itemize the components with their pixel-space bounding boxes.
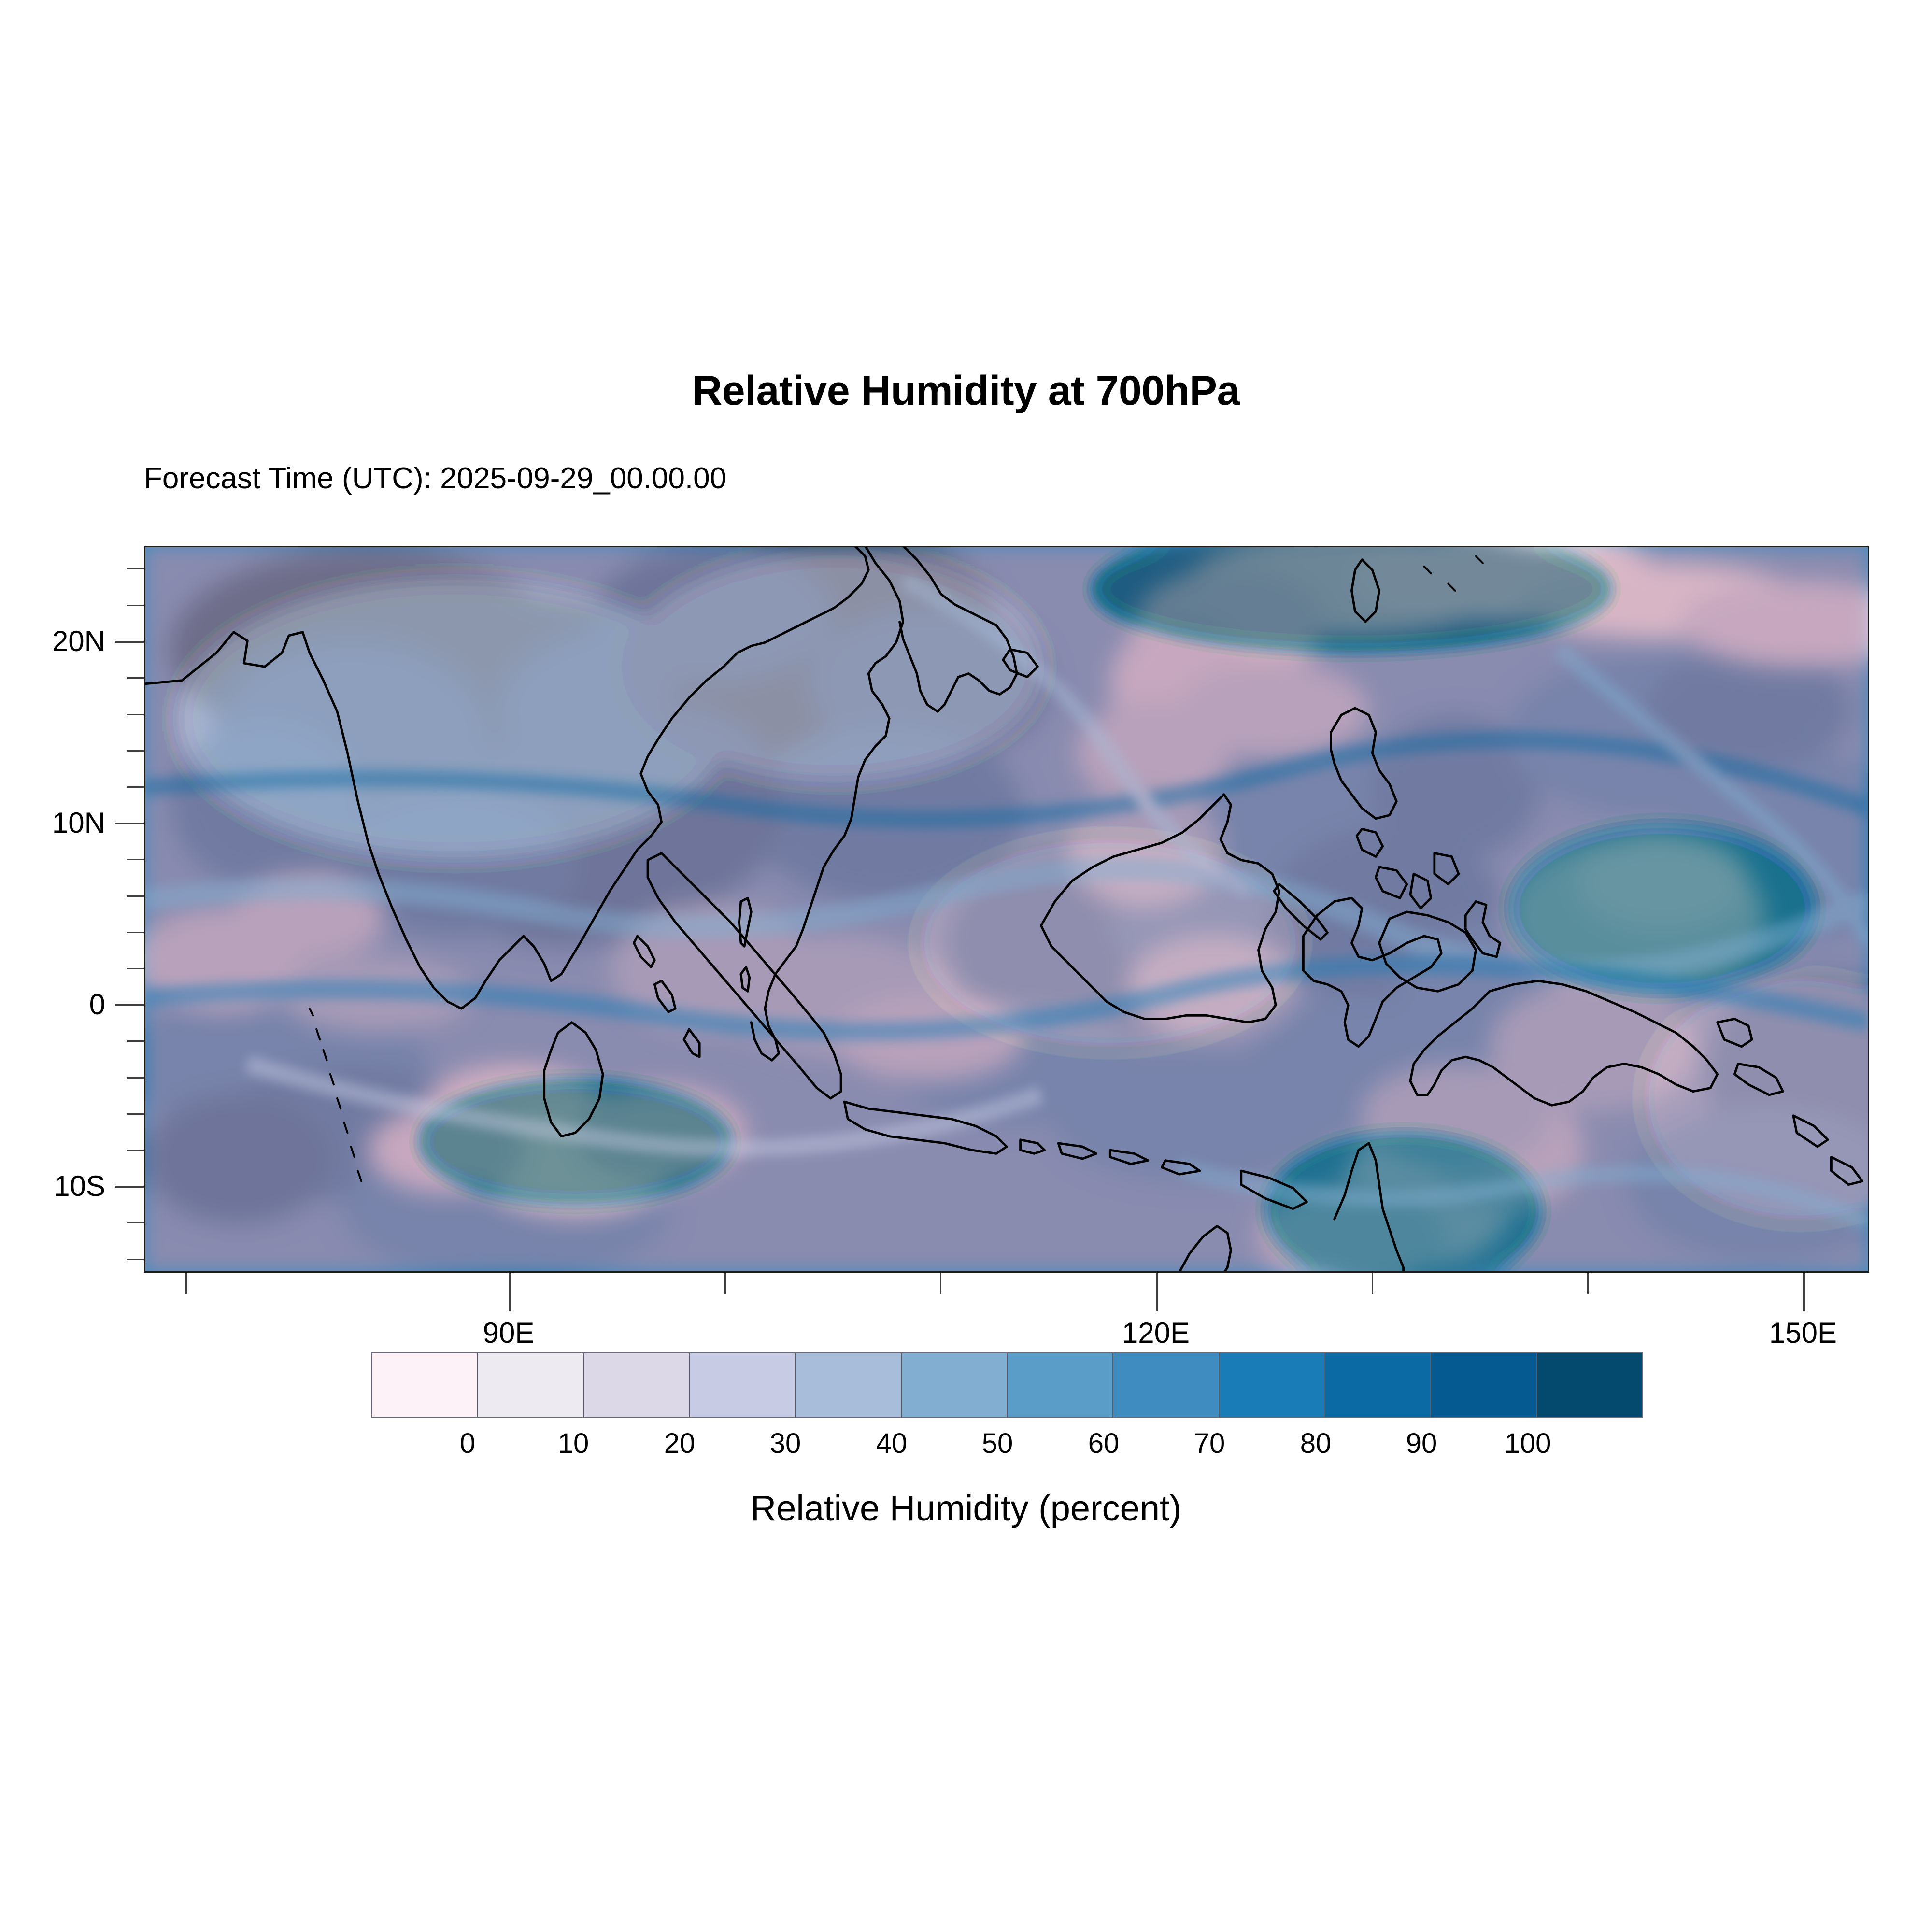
y-axis-label-10s: 10S [54, 1170, 105, 1202]
colorbar-tick-20: 20 [664, 1428, 696, 1459]
colorbar-tick-70: 70 [1193, 1428, 1225, 1459]
y-minor-tick [127, 1040, 144, 1042]
y-minor-tick [127, 568, 144, 569]
colorbar-tick-90: 90 [1406, 1428, 1437, 1459]
y-minor-tick [127, 895, 144, 897]
colorbar-band [901, 1353, 1008, 1417]
colorbar-band [796, 1353, 902, 1417]
y-minor-tick [127, 605, 144, 606]
colorbar-band [1007, 1353, 1114, 1417]
colorbar-tick-60: 60 [1088, 1428, 1120, 1459]
colorbar-tick-10: 10 [557, 1428, 589, 1459]
colorbar[interactable] [371, 1352, 1643, 1418]
page-title: Relative Humidity at 700hPa [692, 368, 1240, 414]
y-minor-tick [127, 1077, 144, 1079]
y-minor-tick [127, 1259, 144, 1260]
y-minor-tick [127, 750, 144, 752]
x-minor-tick [1587, 1273, 1589, 1294]
y-minor-tick [127, 1222, 144, 1223]
colorbar-band [1431, 1353, 1537, 1417]
colorbar-band [1113, 1353, 1220, 1417]
colorbar-band [583, 1353, 690, 1417]
y-minor-tick [127, 714, 144, 715]
colorbar-tick-0: 0 [459, 1428, 476, 1459]
colorbar-band [372, 1353, 478, 1417]
y-minor-tick [127, 1150, 144, 1151]
y-minor-tick [127, 968, 144, 969]
y-minor-tick [127, 932, 144, 933]
colorbar-band [1325, 1353, 1432, 1417]
fine-texture [144, 573, 1869, 1231]
x-minor-tick [940, 1273, 941, 1294]
x-axis-label-150e: 150E [1769, 1317, 1837, 1349]
colorbar-tick-80: 80 [1300, 1428, 1332, 1459]
x-major-tick [1156, 1273, 1158, 1311]
coastline-layer [144, 546, 1864, 1273]
colorbar-tick-50: 50 [981, 1428, 1013, 1459]
colorbar-tick-100: 100 [1504, 1428, 1551, 1459]
x-minor-tick [1372, 1273, 1373, 1294]
y-major-tick [115, 641, 144, 643]
colorbar-band [478, 1353, 584, 1417]
y-major-tick [115, 823, 144, 824]
colorbar-title: Relative Humidity (percent) [750, 1488, 1182, 1528]
colorbar-tick-40: 40 [876, 1428, 908, 1459]
y-major-tick [115, 1186, 144, 1188]
y-axis-label-0: 0 [89, 988, 105, 1021]
y-minor-tick [127, 1113, 144, 1115]
y-major-tick [115, 1004, 144, 1006]
y-minor-tick [127, 677, 144, 679]
colorbar-band [1537, 1353, 1642, 1417]
y-minor-tick [127, 859, 144, 860]
x-axis-label-120e: 120E [1122, 1317, 1190, 1349]
x-major-tick [509, 1273, 511, 1311]
x-minor-tick [185, 1273, 187, 1294]
humidity-contour-svg [144, 546, 1869, 1273]
contour-field [144, 546, 1869, 1273]
colorbar-band [689, 1353, 796, 1417]
x-minor-tick [724, 1273, 726, 1294]
colorbar-tick-30: 30 [769, 1428, 801, 1459]
x-axis-label-90e: 90E [483, 1317, 535, 1349]
x-major-tick [1803, 1273, 1805, 1311]
humidity-map-panel [144, 546, 1869, 1273]
y-minor-tick [127, 786, 144, 788]
colorbar-band [1219, 1353, 1325, 1417]
y-axis-label-20n: 20N [52, 625, 105, 657]
y-axis-label-10n: 10N [52, 807, 105, 839]
forecast-time-subtitle: Forecast Time (UTC): 2025-09-29_00.00.00 [144, 462, 727, 495]
